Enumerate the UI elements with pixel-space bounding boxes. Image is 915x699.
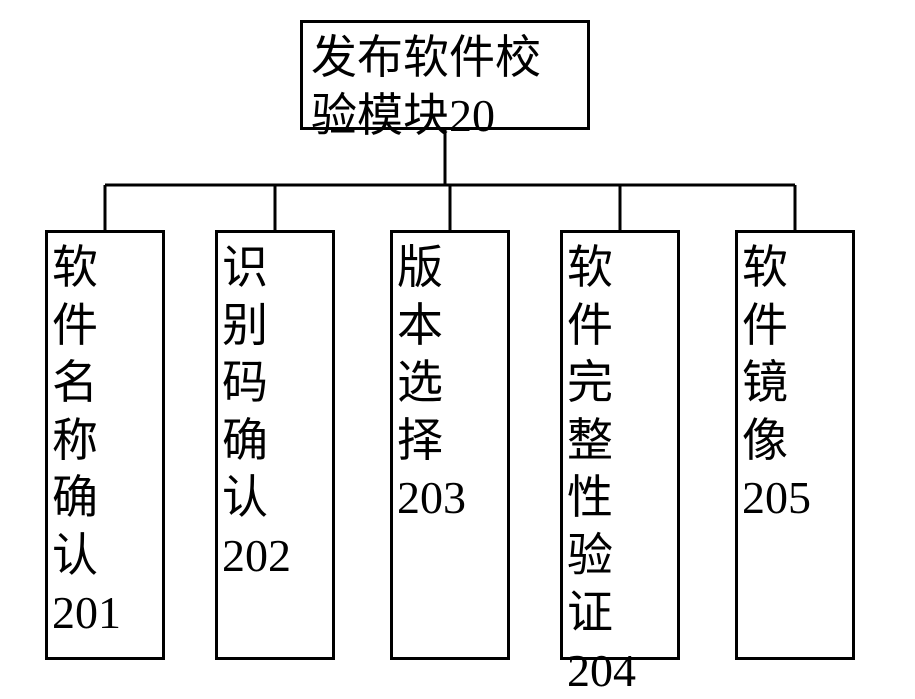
child-203-char: 本 — [397, 297, 503, 355]
child-202-char: 码 — [222, 354, 328, 412]
child-205-char: 像 — [742, 412, 848, 470]
child-202-char: 202 — [222, 527, 328, 585]
child-node-203: 版本选择203 — [390, 230, 510, 660]
child-node-204: 软件完整性验证204 — [560, 230, 680, 660]
child-205-char: 件 — [742, 297, 848, 355]
child-204-char: 完 — [567, 354, 673, 412]
child-201-char: 201 — [52, 584, 158, 642]
child-node-202: 识别码确认202 — [215, 230, 335, 660]
root-label-line2: 验模块20 — [311, 87, 579, 145]
child-204-char: 件 — [567, 297, 673, 355]
root-node: 发布软件校 验模块20 — [300, 20, 590, 130]
child-201-char: 认 — [52, 527, 158, 585]
child-204-char: 软 — [567, 239, 673, 297]
child-205-char: 镜 — [742, 354, 848, 412]
child-202-char: 认 — [222, 469, 328, 527]
child-201-char: 软 — [52, 239, 158, 297]
child-202-char: 确 — [222, 412, 328, 470]
child-205-char: 软 — [742, 239, 848, 297]
child-201-char: 确 — [52, 469, 158, 527]
child-201-char: 名 — [52, 354, 158, 412]
child-203-char: 版 — [397, 239, 503, 297]
child-205-char: 205 — [742, 469, 848, 527]
child-202-char: 别 — [222, 297, 328, 355]
child-node-201: 软件名称确认201 — [45, 230, 165, 660]
child-204-char: 整 — [567, 412, 673, 470]
root-label-line1: 发布软件校 — [311, 29, 579, 87]
child-203-char: 择 — [397, 412, 503, 470]
child-204-char: 性 — [567, 469, 673, 527]
child-203-char: 选 — [397, 354, 503, 412]
child-201-char: 称 — [52, 412, 158, 470]
child-204-char: 204 — [567, 642, 673, 699]
child-node-205: 软件镜像205 — [735, 230, 855, 660]
child-203-char: 203 — [397, 469, 503, 527]
child-204-char: 证 — [567, 584, 673, 642]
child-204-char: 验 — [567, 527, 673, 585]
child-201-char: 件 — [52, 297, 158, 355]
child-202-char: 识 — [222, 239, 328, 297]
